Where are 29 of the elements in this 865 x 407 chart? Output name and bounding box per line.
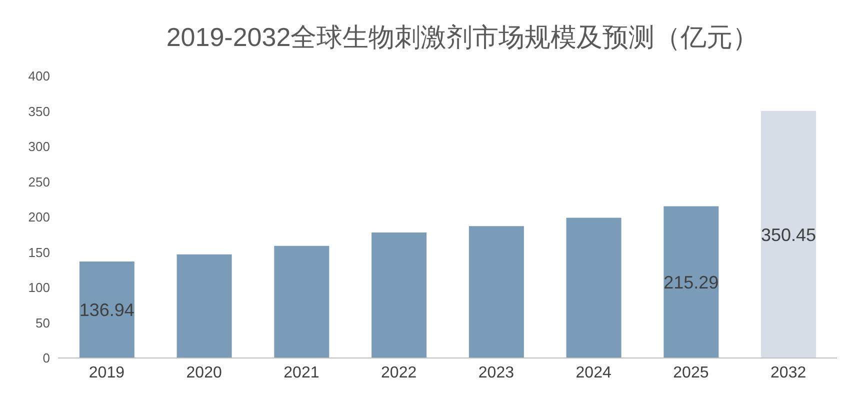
x-tick-label: 2022	[381, 364, 417, 382]
bar	[468, 226, 524, 358]
y-tick-label: 250	[28, 174, 50, 190]
bar	[79, 261, 134, 358]
x-tick-label: 2023	[478, 364, 514, 382]
data-label: 215.29	[664, 272, 719, 292]
bar	[176, 254, 232, 358]
y-tick-label: 150	[28, 244, 50, 260]
bar	[664, 206, 719, 358]
y-tick-label: 350	[28, 104, 50, 119]
bar	[566, 218, 622, 358]
chart-title: 2019-2032全球生物刺激剂市场规模及预测（亿元）	[165, 21, 760, 54]
x-tick-label: 2019	[88, 364, 125, 382]
x-tick-label: 2020	[186, 364, 222, 382]
x-tick-label: 2032	[770, 364, 806, 382]
y-tick-label: 200	[28, 210, 50, 225]
bar	[761, 110, 816, 358]
y-tick-label: 300	[28, 139, 50, 154]
x-tick-label: 2025	[673, 364, 709, 382]
y-tick-label: 400	[28, 68, 50, 84]
x-tick-label: 2021	[284, 364, 320, 382]
bar	[372, 232, 427, 358]
y-tick-label: 100	[28, 280, 50, 296]
x-tick-label: 2024	[576, 364, 612, 382]
y-tick-label: 50	[36, 315, 50, 330]
data-label: 350.45	[761, 224, 816, 245]
y-tick-label: 0	[42, 350, 50, 366]
data-label: 136.94	[79, 300, 134, 320]
bar	[274, 246, 330, 358]
